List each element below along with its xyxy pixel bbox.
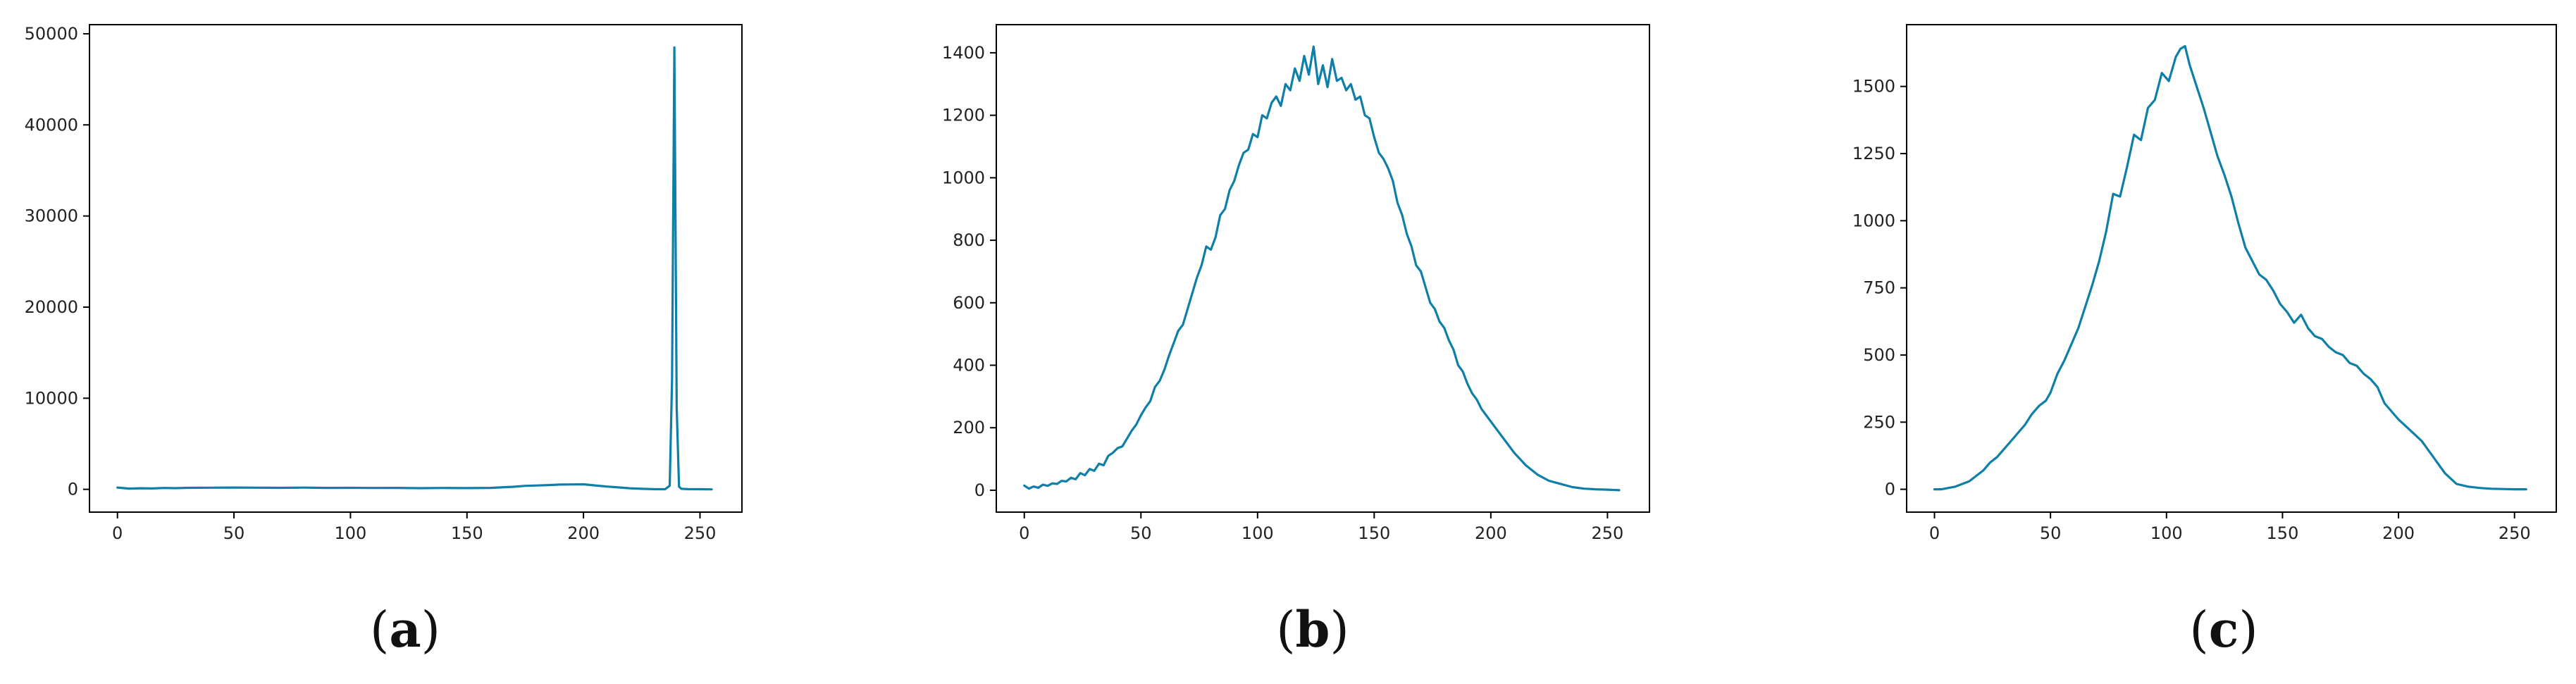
y-tick-label: 0 (1885, 480, 1895, 499)
plot-frame (1906, 24, 2557, 513)
x-tick-label: 50 (1130, 523, 1152, 543)
x-tick-label: 100 (2150, 523, 2183, 543)
y-tick-label: 30000 (25, 206, 78, 226)
x-tick-label: 100 (334, 523, 366, 543)
histogram-panel-a: 0 50 100 150 200 250 0 10000 20000 30000 40000 5000… (25, 24, 743, 659)
x-tick-label: 250 (2498, 523, 2531, 543)
y-tick-label: 800 (953, 230, 985, 250)
y-tick-label: 500 (1863, 345, 1895, 365)
panel-label: (b) (1276, 600, 1349, 659)
y-tick-label: 50000 (25, 24, 78, 44)
y-tick-label: 1200 (942, 106, 985, 125)
x-tick-label: 150 (1358, 523, 1390, 543)
y-tick-label: 1500 (1852, 77, 1895, 97)
x-tick-label: 200 (2382, 523, 2415, 543)
y-tick-label: 250 (1863, 412, 1895, 432)
plot-frame (996, 24, 1650, 513)
y-tick-label: 200 (953, 418, 985, 437)
panel-letter: c (2209, 600, 2239, 659)
plot-frame (89, 24, 743, 513)
y-tick-label: 0 (68, 480, 78, 499)
x-tick-label: 200 (567, 523, 600, 543)
panel-letter: a (389, 600, 421, 659)
x-tick-label: 100 (1241, 523, 1274, 543)
y-tick-label: 0 (974, 480, 985, 500)
histogram-series-line (1023, 45, 1621, 492)
y-tick-label: 40000 (25, 115, 78, 135)
x-tick-label: 250 (1592, 523, 1624, 543)
histogram-series-line (1933, 44, 2527, 491)
y-tick-label: 750 (1863, 278, 1895, 298)
x-tick-label: 0 (1929, 523, 1940, 543)
histogram-series-line (116, 46, 713, 491)
histogram-panel-b: 0 50 100 150 200 250 0 200 400 600 800 1000 1200 1400… (942, 24, 1650, 659)
y-tick-label: 1000 (942, 168, 985, 187)
histogram-panel-c: 0 50 100 150 200 250 0 250 500 750 1000 1250 1500 (c) (1852, 24, 2557, 659)
y-tick-label: 20000 (25, 297, 78, 317)
y-tick-label: 1250 (1852, 144, 1895, 163)
x-tick-label: 50 (2040, 523, 2062, 543)
x-tick-label: 250 (684, 523, 717, 543)
x-tick-label: 150 (2267, 523, 2299, 543)
y-tick-label: 10000 (25, 388, 78, 408)
x-tick-label: 150 (451, 523, 483, 543)
panel-label: (c) (2189, 600, 2258, 659)
panel-label: (a) (370, 600, 440, 659)
x-tick-label: 50 (223, 523, 245, 543)
x-tick-label: 200 (1475, 523, 1507, 543)
x-tick-label: 0 (1019, 523, 1029, 543)
panel-letter: b (1296, 600, 1330, 659)
y-tick-label: 1000 (1852, 211, 1895, 230)
y-tick-label: 400 (953, 356, 985, 375)
x-tick-label: 0 (112, 523, 123, 543)
y-tick-label: 600 (953, 293, 985, 313)
y-tick-label: 1400 (942, 43, 985, 63)
